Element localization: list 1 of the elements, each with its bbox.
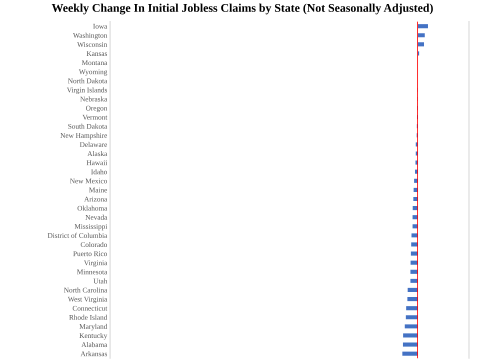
text: Weekly Change In Initial Jobless Claims by State (Not Seasonally Adjusted) <box>52 4 433 14</box>
